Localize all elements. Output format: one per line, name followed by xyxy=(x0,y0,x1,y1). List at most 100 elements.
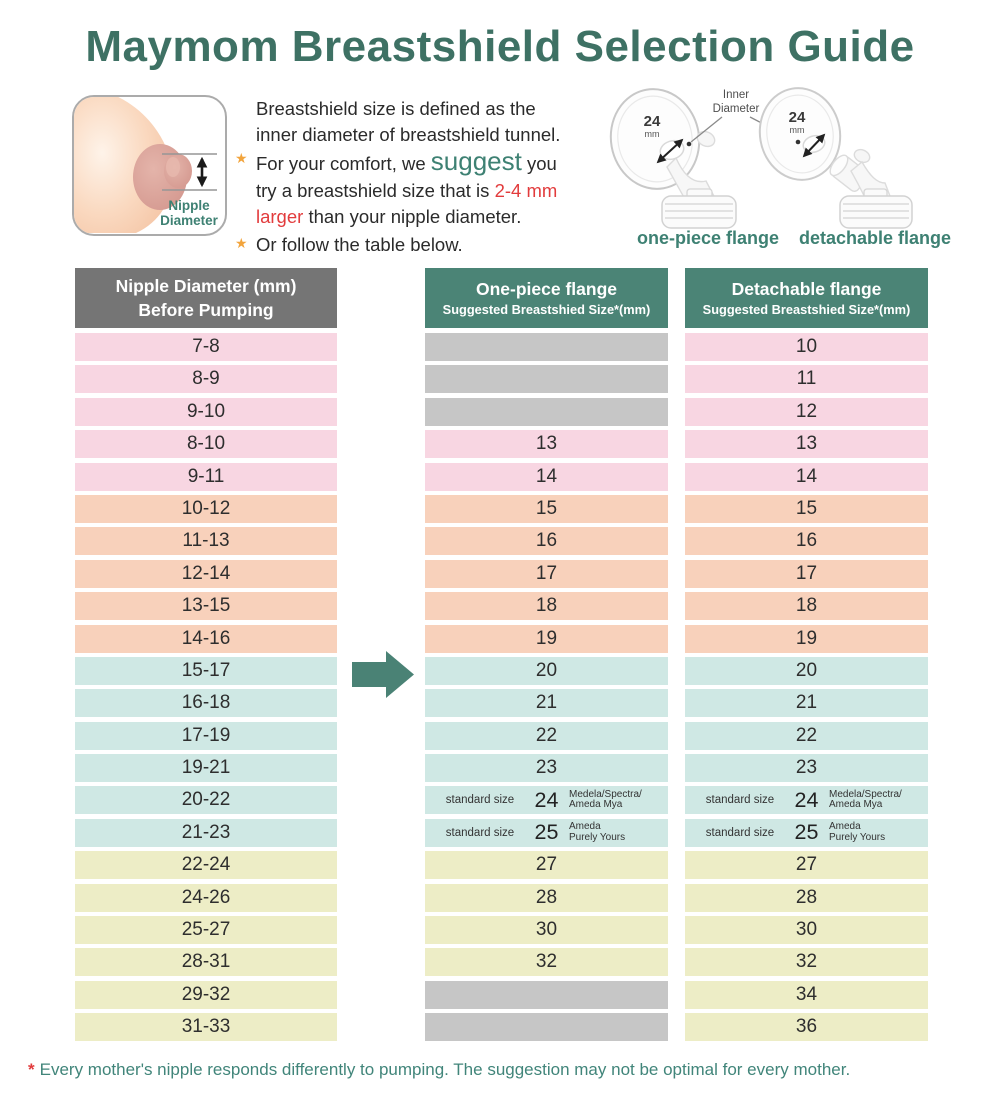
table-cell-one-piece: 19 xyxy=(425,624,668,653)
table-cell-one-piece xyxy=(425,397,668,426)
detachable-caption: detachable flange xyxy=(798,228,952,248)
breastshield-size-value: 25 xyxy=(794,820,819,845)
table-cell-one-piece xyxy=(425,980,668,1009)
table-cell-detachable: 11 xyxy=(685,365,928,394)
table-cell-detachable: 13 xyxy=(685,430,928,459)
pump-brand-note: Ameda Purely Yours xyxy=(568,821,626,843)
standard-size-label: standard size xyxy=(445,794,515,807)
diameter-arrow-icon xyxy=(656,138,684,164)
footnote: * Every mother's nipple responds differen… xyxy=(28,1060,988,1080)
intro-bullet-1-line2: try a breastshield size that is 2-4 mm xyxy=(256,178,656,204)
table-cell-detachable: 34 xyxy=(685,980,928,1009)
one-piece-rows: 13 14 15 16 17 18 19 20 21 22 23 standard size 24 Med… xyxy=(425,333,668,1042)
table-cell-one-piece: 22 xyxy=(425,721,668,750)
table-cell-one-piece: 20 xyxy=(425,656,668,685)
table-cell-one-piece: 21 xyxy=(425,689,668,718)
bullet1-suggest: suggest xyxy=(430,146,522,176)
table-cell-one-piece: 18 xyxy=(425,592,668,621)
table-cell-nipple: 7-8 xyxy=(75,333,337,361)
table-column-one-piece: One-piece flange Suggested Breastshied S… xyxy=(425,268,668,1042)
table-cell-detachable: 20 xyxy=(685,656,928,685)
table-cell-one-piece: standard size 25 Ameda Purely Yours xyxy=(425,818,668,847)
table-cell-detachable: 14 xyxy=(685,462,928,491)
table-cell-one-piece: standard size 24 Medela/Spectra/Ameda Mya xyxy=(425,786,668,815)
table-cell-one-piece: 32 xyxy=(425,948,668,977)
table-cell-one-piece: 28 xyxy=(425,883,668,912)
table-cell-detachable: 12 xyxy=(685,397,928,426)
table-cell-detachable: 30 xyxy=(685,916,928,945)
table-cell-detachable: 15 xyxy=(685,494,928,523)
pump-brand-note: Medela/Spectra/Ameda Mya xyxy=(568,788,642,811)
table-cell-nipple: 29-32 xyxy=(75,980,337,1009)
standard-size-label: standard size xyxy=(705,794,775,807)
breastshield-size-value: 24 xyxy=(794,787,819,812)
table-cell-nipple: 12-14 xyxy=(75,559,337,588)
table-cell-one-piece xyxy=(425,333,668,361)
table-cell-one-piece: 30 xyxy=(425,916,668,945)
footnote-asterisk: * xyxy=(28,1060,35,1079)
table-cell-nipple: 14-16 xyxy=(75,624,337,653)
nipple-label-line2: Diameter xyxy=(160,213,219,228)
table-cell-one-piece xyxy=(425,1013,668,1042)
footnote-text: Every mother's nipple responds different… xyxy=(39,1060,851,1079)
table-cell-nipple: 31-33 xyxy=(75,1013,337,1042)
table-cell-nipple: 21-23 xyxy=(75,818,337,847)
one-piece-caption: one-piece flange xyxy=(636,228,780,248)
table-cell-detachable: 32 xyxy=(685,948,928,977)
intro-line-2-text: inner diameter of breastshield tunnel. xyxy=(256,123,561,145)
detachable-header-line1: Detachable flange xyxy=(731,279,882,299)
inner-diameter-line1: Inner xyxy=(723,89,749,101)
breast-illustration-icon: Nipple Diameter xyxy=(74,97,219,233)
table-cell-one-piece: 27 xyxy=(425,851,668,880)
table-cell-nipple: 13-15 xyxy=(75,592,337,621)
table-cell-detachable: 17 xyxy=(685,559,928,588)
standard-size-label: standard size xyxy=(445,826,515,839)
table-cell-detachable: 23 xyxy=(685,754,928,783)
bullet1-pre: For your comfort, we xyxy=(256,153,426,174)
detachable-header-line2: Suggested Breastshied Size*(mm) xyxy=(702,302,911,317)
table-cell-nipple: 8-10 xyxy=(75,430,337,459)
one-piece-column-header: One-piece flange Suggested Breastshied S… xyxy=(425,268,668,328)
detachable-flange-icon: 24 mm xyxy=(758,87,913,229)
intro-bullet-1: ★ For your comfort, we suggest you xyxy=(235,146,656,178)
bullet1-l3-post: than your nipple diameter. xyxy=(308,205,522,227)
intro-line-1: Breastshield size is defined as the xyxy=(256,96,656,122)
nipple-label-line1: Nipple xyxy=(168,198,210,213)
intro-text: Breastshield size is defined as the inne… xyxy=(235,96,656,258)
breastshield-size-value: 25 xyxy=(534,820,559,845)
table-cell-detachable: 19 xyxy=(685,624,928,653)
table-cell-detachable: 22 xyxy=(685,721,928,750)
pump-brand-note: Ameda Purely Yours xyxy=(828,821,886,843)
nipple-header-line2: Before Pumping xyxy=(138,300,274,320)
table-cell-one-piece: 16 xyxy=(425,527,668,556)
nipple-column-header: Nipple Diameter (mm) Before Pumping xyxy=(75,268,337,328)
flange-size-unit: mm xyxy=(790,125,805,135)
detachable-column-header: Detachable flange Suggested Breastshied … xyxy=(685,268,928,328)
flange-size-value: 24 xyxy=(789,109,806,126)
table-cell-one-piece xyxy=(425,365,668,394)
table-column-detachable: Detachable flange Suggested Breastshied … xyxy=(685,268,928,1042)
table-cell-nipple: 28-31 xyxy=(75,948,337,977)
table-cell-nipple: 22-24 xyxy=(75,851,337,880)
diameter-arrow-icon xyxy=(802,133,826,158)
nipple-diameter-figure: Nipple Diameter xyxy=(72,95,227,236)
table-cell-detachable: 21 xyxy=(685,689,928,718)
table-cell-nipple: 11-13 xyxy=(75,527,337,556)
inner-diameter-line2: Diameter xyxy=(713,103,760,115)
bullet1-l3-red: larger xyxy=(256,205,304,227)
table-cell-one-piece: 23 xyxy=(425,754,668,783)
bullet2-text: Or follow the table below. xyxy=(256,234,463,255)
table-cell-one-piece: 14 xyxy=(425,462,668,491)
intro-line-1-text: Breastshield size is defined as the xyxy=(256,98,536,119)
nipple-rows: 7-8 8-9 9-10 8-10 9-11 10-12 11-13 12-14 13-15 14… xyxy=(75,333,337,1042)
one-piece-header-line2: Suggested Breastshied Size*(mm) xyxy=(442,302,651,317)
pump-brand-note: Medela/Spectra/Ameda Mya xyxy=(828,788,902,811)
breastshield-size-value: 24 xyxy=(534,787,559,812)
table-cell-detachable: standard size 24 Medela/Spectra/Ameda Mya xyxy=(685,786,928,815)
bullet1-l2-pre: try a breastshield size that is xyxy=(256,180,490,201)
table-cell-nipple: 20-22 xyxy=(75,786,337,815)
table-column-nipple: Nipple Diameter (mm) Before Pumping 7-8 8… xyxy=(75,268,337,1042)
table-cell-nipple: 19-21 xyxy=(75,754,337,783)
table-cell-detachable: 36 xyxy=(685,1013,928,1042)
